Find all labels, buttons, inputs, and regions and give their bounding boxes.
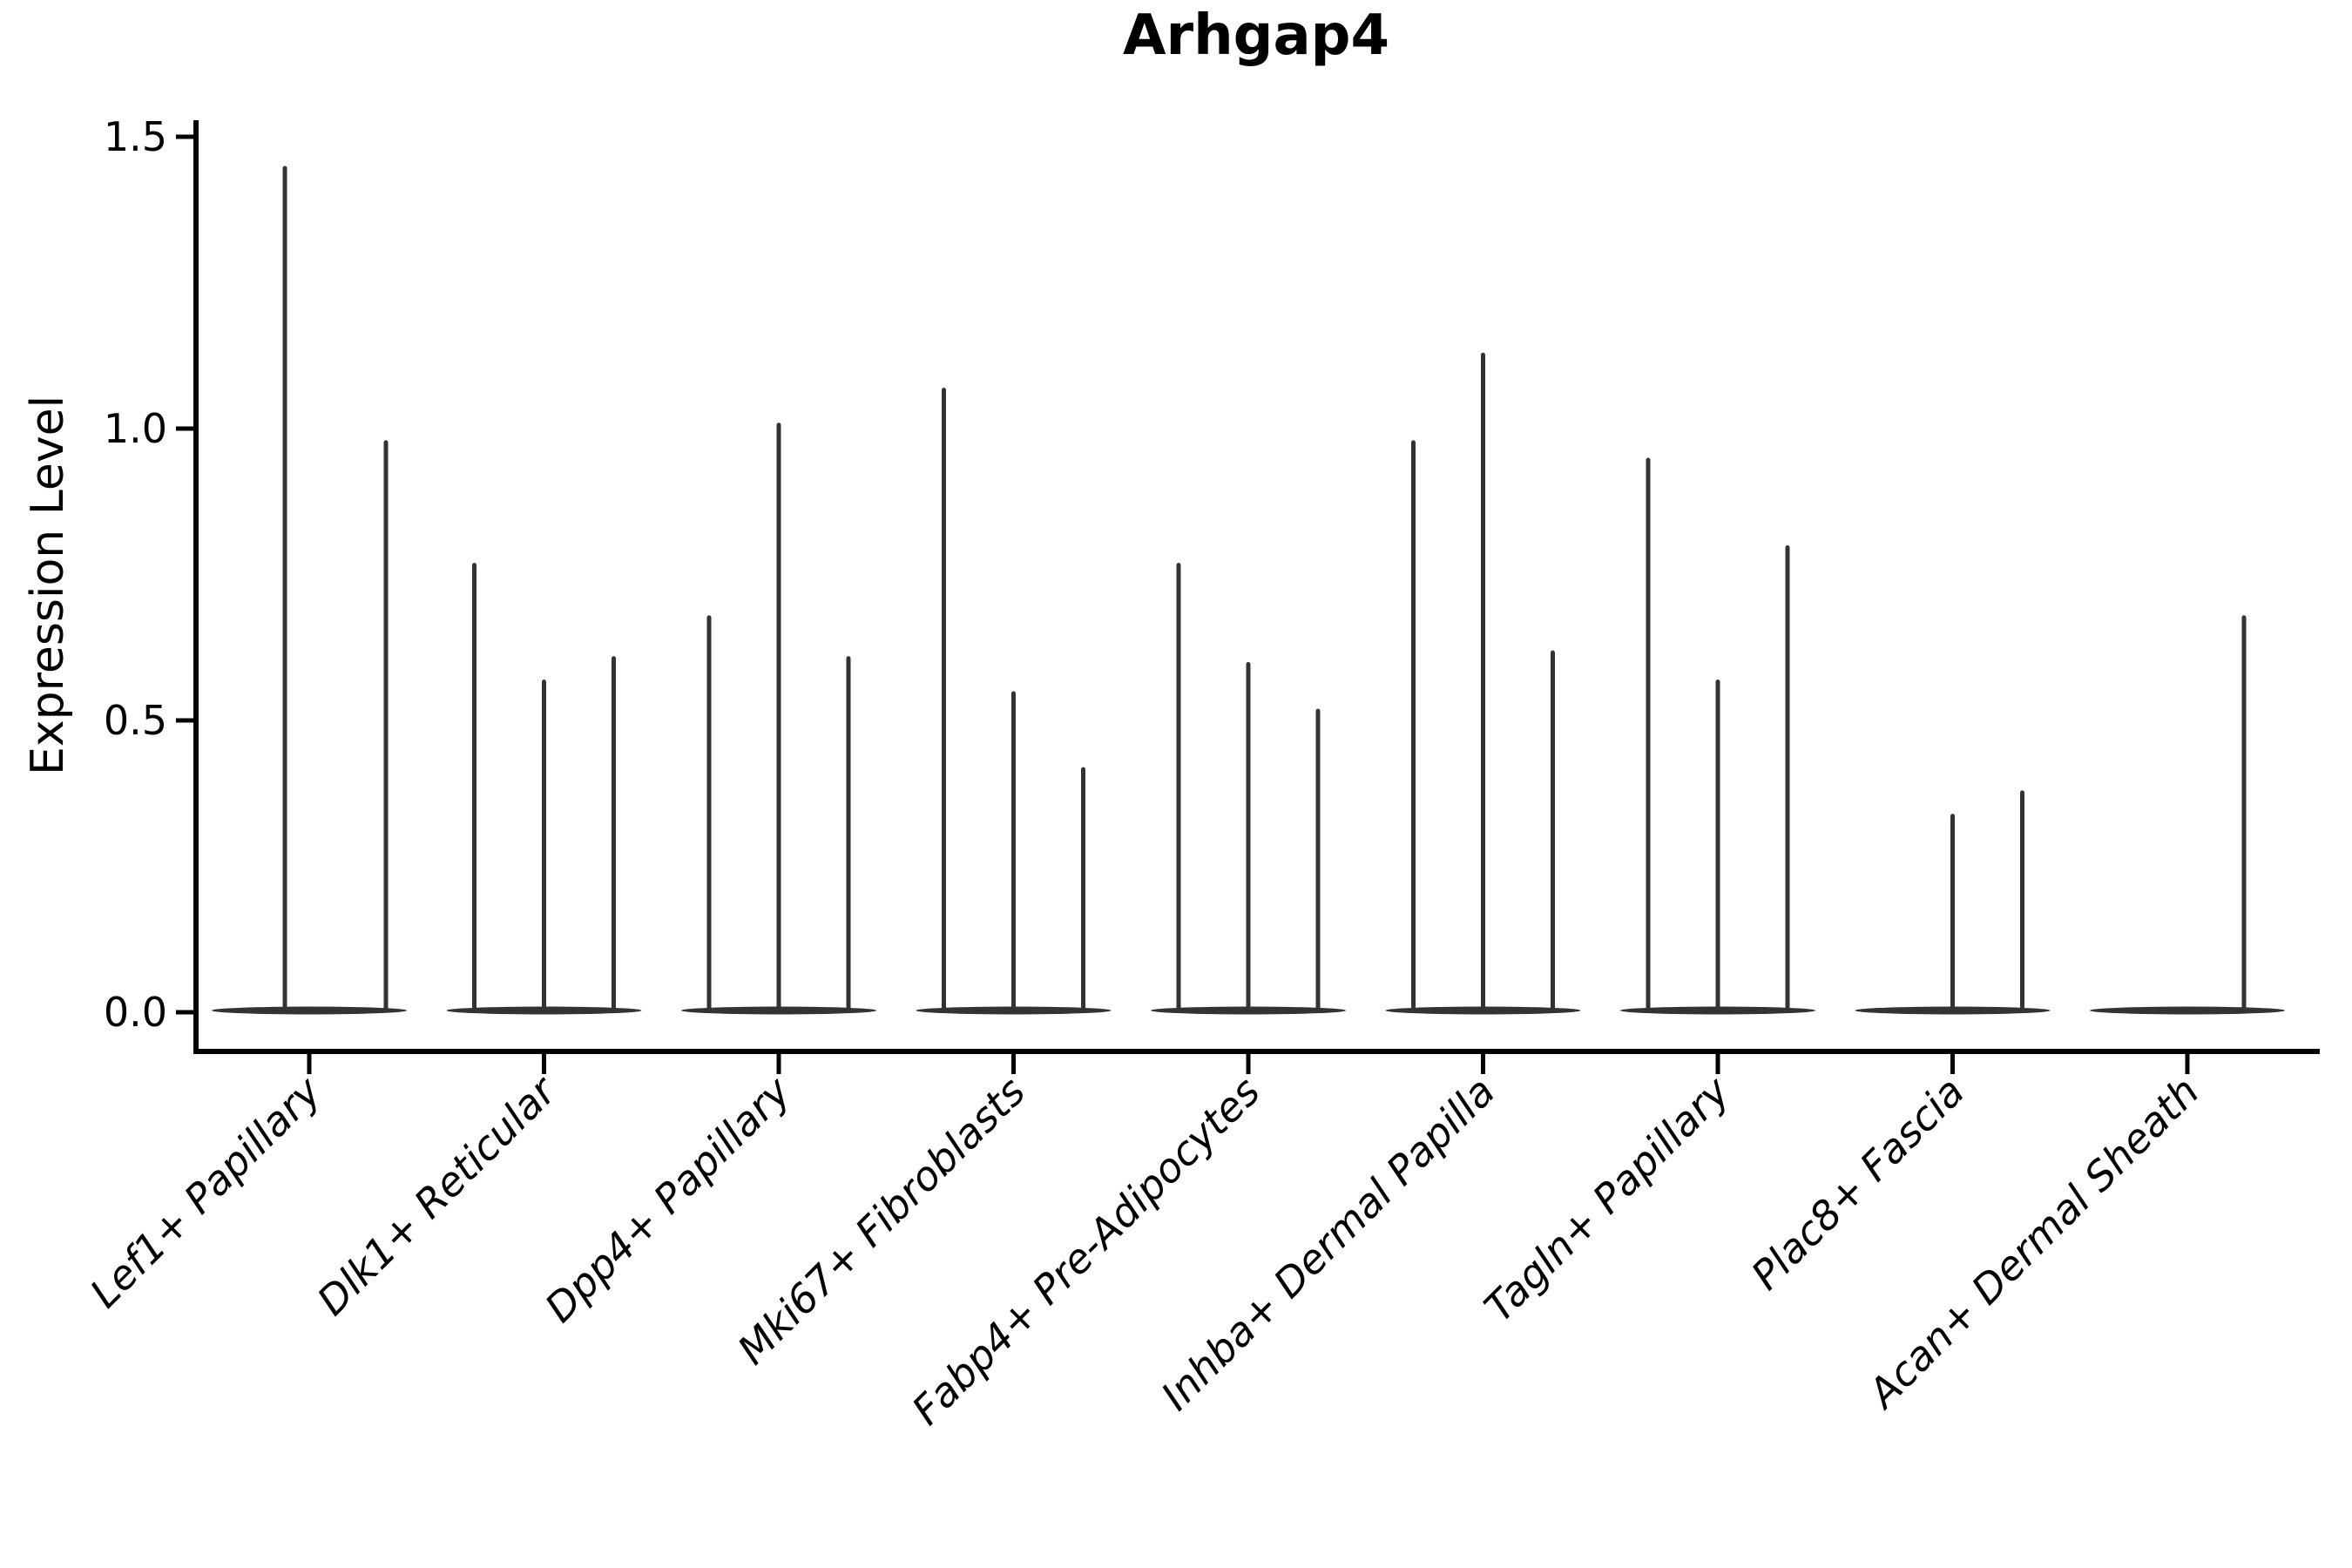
- violin-spike: [1176, 563, 1181, 1012]
- violin-spike: [383, 440, 389, 1012]
- y-tick-label: 0.5: [104, 697, 167, 744]
- violin-spike: [1785, 545, 1790, 1012]
- y-tick-label: 1.0: [104, 405, 167, 452]
- violin-group: [1385, 352, 1581, 1015]
- violin-spike: [1081, 767, 1085, 1012]
- violin-spike: [1481, 352, 1485, 1012]
- y-axis-title: Expression Level: [22, 395, 74, 775]
- x-tick-label: Lef1+ Papillary: [81, 1067, 330, 1316]
- x-tick-label: Tagln+ Papillary: [1475, 1067, 1739, 1331]
- violin-group: [1151, 563, 1346, 1015]
- violin-base: [2090, 1006, 2285, 1015]
- plot-title: Arhgap4: [1123, 3, 1389, 68]
- violin-spike: [2241, 615, 2247, 1012]
- violin-spike: [1551, 650, 1555, 1012]
- violin-spike: [1011, 691, 1016, 1012]
- violin-spike: [706, 615, 712, 1012]
- violin-base: [212, 1006, 407, 1015]
- violin-spike: [612, 656, 616, 1012]
- violin-spike: [1246, 662, 1251, 1012]
- violin-spike: [1950, 814, 1955, 1012]
- violin-series: [212, 166, 2285, 1015]
- violin-group: [1620, 457, 1815, 1015]
- violin-spike: [282, 166, 287, 1012]
- violin-spike: [542, 679, 546, 1012]
- violin-spike: [846, 656, 851, 1012]
- violin-spike: [1411, 440, 1416, 1012]
- y-axis-ticks: 0.0 0.5 1.0 1.5: [104, 113, 196, 1036]
- violin-group: [2090, 615, 2285, 1015]
- violin-spike: [472, 563, 476, 1012]
- violin-spike: [942, 388, 946, 1013]
- violin-spike: [2020, 790, 2024, 1012]
- x-tick-label: Plac8+ Fascia: [1742, 1068, 1973, 1299]
- violin-group: [916, 388, 1112, 1015]
- y-tick-label: 1.5: [104, 113, 167, 160]
- violin-group: [446, 563, 642, 1015]
- y-tick-label: 0.0: [104, 989, 167, 1036]
- violin-spike: [1315, 708, 1321, 1012]
- violin-spike: [1646, 457, 1651, 1012]
- violin-group: [212, 166, 407, 1015]
- x-tick-label: Dpp4+ Papillary: [536, 1067, 800, 1331]
- violin-group: [681, 422, 876, 1015]
- violin-spike: [776, 422, 781, 1012]
- x-tick-label: Dlk1+ Reticular: [308, 1065, 567, 1324]
- violin-spike: [1715, 679, 1720, 1012]
- violin-group: [1855, 790, 2051, 1015]
